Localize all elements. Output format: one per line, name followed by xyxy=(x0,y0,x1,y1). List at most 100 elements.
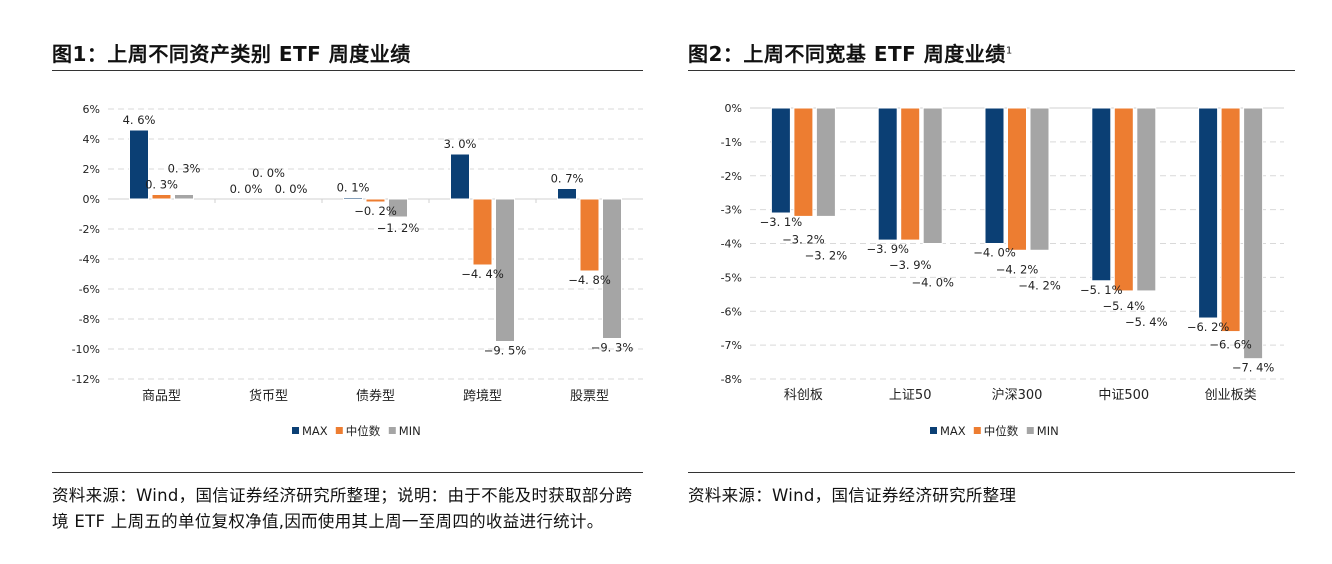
data-label: −3. 2% xyxy=(782,232,825,246)
bar-min xyxy=(922,107,943,244)
y-tick-label: 0% xyxy=(725,102,742,115)
data-label: −4. 2% xyxy=(996,262,1039,276)
chart-2-title-text: 图2：上周不同宽基 ETF 周度业绩 xyxy=(688,42,1006,66)
data-label: −6. 2% xyxy=(1187,320,1230,334)
y-tick-label: -6% xyxy=(79,283,100,296)
data-label: 3. 0% xyxy=(444,137,477,151)
legend-label: MIN xyxy=(1037,424,1059,438)
legend-label: MIN xyxy=(399,424,421,438)
legend-label: 中位数 xyxy=(346,424,381,438)
legend-swatch-max xyxy=(292,427,299,434)
data-label: −6. 6% xyxy=(1209,338,1252,352)
chart-2-source: 资料来源：Wind，国信证券经济研究所整理 xyxy=(688,486,1017,505)
bar-min xyxy=(388,198,408,218)
x-tick-label: 科创板 xyxy=(784,388,823,403)
bar-中位数 xyxy=(579,198,600,272)
y-tick-label: -2% xyxy=(79,223,100,236)
data-label: −9. 5% xyxy=(484,344,527,358)
data-label: −3. 1% xyxy=(760,215,803,229)
bar-max xyxy=(1198,107,1219,319)
bar-max xyxy=(343,197,363,200)
bar-min xyxy=(1243,107,1264,360)
data-label: 0. 7% xyxy=(551,172,584,186)
legend-label: MAX xyxy=(302,424,328,438)
legend-label: 中位数 xyxy=(984,424,1019,438)
divider xyxy=(52,70,643,71)
data-label: −3. 9% xyxy=(889,258,932,272)
divider xyxy=(52,472,643,473)
data-label: 0. 0% xyxy=(252,166,285,180)
data-label: −4. 0% xyxy=(911,276,954,290)
data-label: −4. 0% xyxy=(973,246,1016,260)
legend-swatch-中位数 xyxy=(973,427,981,434)
x-tick-label: 创业板类 xyxy=(1205,388,1257,403)
divider xyxy=(688,472,1295,473)
legend-swatch-中位数 xyxy=(335,427,343,434)
data-label: −4. 4% xyxy=(461,267,504,281)
y-tick-label: -6% xyxy=(721,305,742,318)
bar-min xyxy=(495,198,515,342)
data-label: −4. 8% xyxy=(568,273,611,287)
data-label: −3. 2% xyxy=(805,248,848,262)
legend-swatch-max xyxy=(930,427,937,434)
chart-1-title: 图1：上周不同资产类别 ETF 周度业绩 xyxy=(52,38,411,67)
y-tick-label: -12% xyxy=(72,373,100,386)
data-label: −9. 3% xyxy=(591,341,634,355)
data-label: −7. 4% xyxy=(1232,361,1275,375)
data-label: −0. 2% xyxy=(354,204,397,218)
bar-max xyxy=(1091,107,1112,282)
y-tick-label: -4% xyxy=(79,253,100,266)
data-label: 4. 6% xyxy=(123,113,156,127)
y-tick-label: -8% xyxy=(79,313,100,326)
legend-label: MAX xyxy=(940,424,966,438)
y-tick-label: -10% xyxy=(72,343,100,356)
bar-max xyxy=(450,153,470,200)
y-tick-label: -8% xyxy=(721,373,742,386)
y-tick-label: -4% xyxy=(721,238,742,251)
bar-中位数 xyxy=(365,198,386,203)
data-label: −3. 9% xyxy=(866,242,909,256)
x-tick-label: 中证500 xyxy=(1098,388,1149,403)
bar-中位数 xyxy=(1007,107,1027,251)
y-tick-label: -1% xyxy=(721,136,742,149)
data-label: −5. 4% xyxy=(1125,315,1168,329)
bar-中位数 xyxy=(900,107,921,241)
footnote-marker: 1 xyxy=(1005,45,1013,57)
x-tick-label: 沪深300 xyxy=(992,387,1043,403)
x-tick-label: 股票型 xyxy=(570,389,609,404)
bar-中位数 xyxy=(1220,107,1241,333)
data-label: 0. 3% xyxy=(168,162,201,176)
bar-min xyxy=(815,107,836,217)
bar-min xyxy=(1029,107,1050,251)
bar-min xyxy=(1136,107,1157,292)
bar-中位数 xyxy=(472,198,493,266)
y-tick-label: 2% xyxy=(83,163,100,176)
data-label: 0. 0% xyxy=(230,182,263,196)
bar-中位数 xyxy=(793,107,814,217)
chart-2-title: 图2：上周不同宽基 ETF 周度业绩1 xyxy=(688,38,1013,67)
data-label: 0. 1% xyxy=(337,181,370,195)
y-tick-label: 0% xyxy=(83,193,100,206)
data-label: −1. 2% xyxy=(377,221,420,235)
y-tick-label: -5% xyxy=(721,271,742,284)
bar-max xyxy=(877,107,898,241)
bar-max xyxy=(770,107,791,214)
bar-中位数 xyxy=(1113,107,1134,292)
bar-min xyxy=(174,194,194,200)
x-tick-label: 商品型 xyxy=(142,389,181,404)
bar-max xyxy=(129,129,149,200)
bar-中位数 xyxy=(151,194,172,200)
x-tick-label: 跨境型 xyxy=(463,389,502,404)
chart-1-title-text: 图1：上周不同资产类别 ETF 周度业绩 xyxy=(52,42,411,66)
data-label: 0. 3% xyxy=(145,178,178,192)
legend-swatch-min xyxy=(1026,427,1034,434)
y-tick-label: 4% xyxy=(83,133,100,146)
data-label: −5. 4% xyxy=(1103,299,1146,313)
y-tick-label: 6% xyxy=(83,103,100,116)
y-tick-label: -7% xyxy=(721,339,742,352)
x-tick-label: 债券型 xyxy=(356,388,395,404)
divider xyxy=(688,70,1295,71)
bar-max xyxy=(557,188,577,200)
